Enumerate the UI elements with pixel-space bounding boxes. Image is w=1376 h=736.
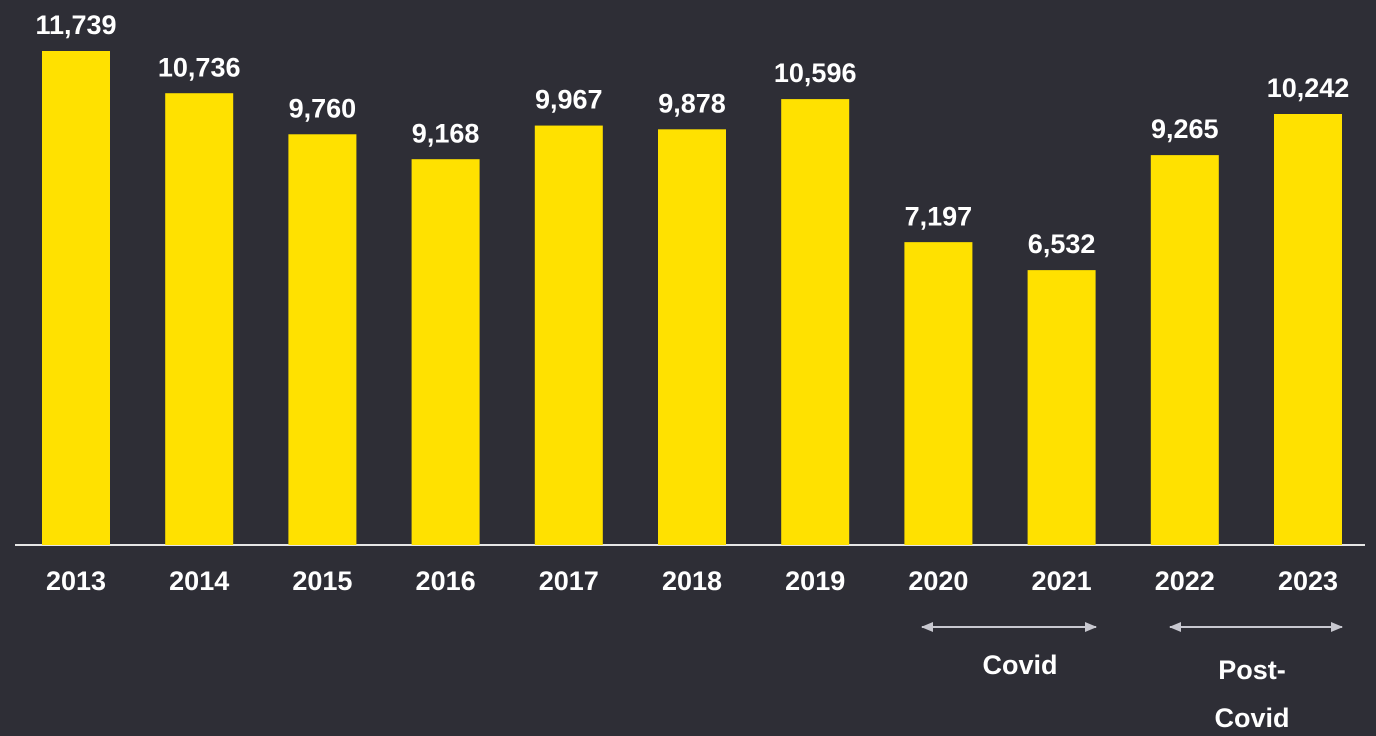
- bar: [781, 99, 850, 545]
- x-tick-label: 2013: [46, 566, 106, 596]
- x-tick-label: 2021: [1032, 566, 1092, 596]
- bar: [1150, 155, 1219, 545]
- bar: [1274, 113, 1342, 546]
- bar: [1027, 270, 1096, 545]
- x-tick-label: 2018: [662, 566, 722, 596]
- bar: [42, 51, 110, 545]
- value-label: 9,168: [412, 118, 480, 148]
- value-label: 7,197: [905, 201, 973, 231]
- x-tick-label: 2019: [785, 566, 845, 596]
- value-label: 9,760: [289, 93, 357, 123]
- x-tick-label: 2014: [169, 566, 229, 596]
- annotation: Post-: [1218, 655, 1286, 685]
- x-tick-label: 2017: [539, 566, 599, 596]
- value-label: 10,596: [774, 58, 857, 88]
- x-tick-label: 2022: [1155, 566, 1215, 596]
- x-tick-label: 2023: [1278, 566, 1338, 596]
- value-label: 9,967: [535, 85, 603, 115]
- bar: [658, 129, 726, 545]
- bar: [288, 134, 357, 545]
- value-label: 10,736: [158, 52, 241, 82]
- annotation: Covid: [1214, 703, 1289, 733]
- bar: [904, 242, 973, 545]
- x-tick-label: 2020: [908, 566, 968, 596]
- value-label: 6,532: [1028, 229, 1096, 259]
- bar: [411, 159, 480, 545]
- value-label: 9,878: [658, 88, 726, 118]
- x-tick-label: 2015: [292, 566, 352, 596]
- value-label: 10,242: [1267, 73, 1350, 103]
- annotation: Covid: [982, 650, 1057, 680]
- value-label: 11,739: [35, 10, 116, 40]
- bar: [534, 125, 603, 545]
- value-label: 9,265: [1151, 114, 1219, 144]
- bar: [165, 93, 234, 546]
- x-tick-label: 2016: [416, 566, 476, 596]
